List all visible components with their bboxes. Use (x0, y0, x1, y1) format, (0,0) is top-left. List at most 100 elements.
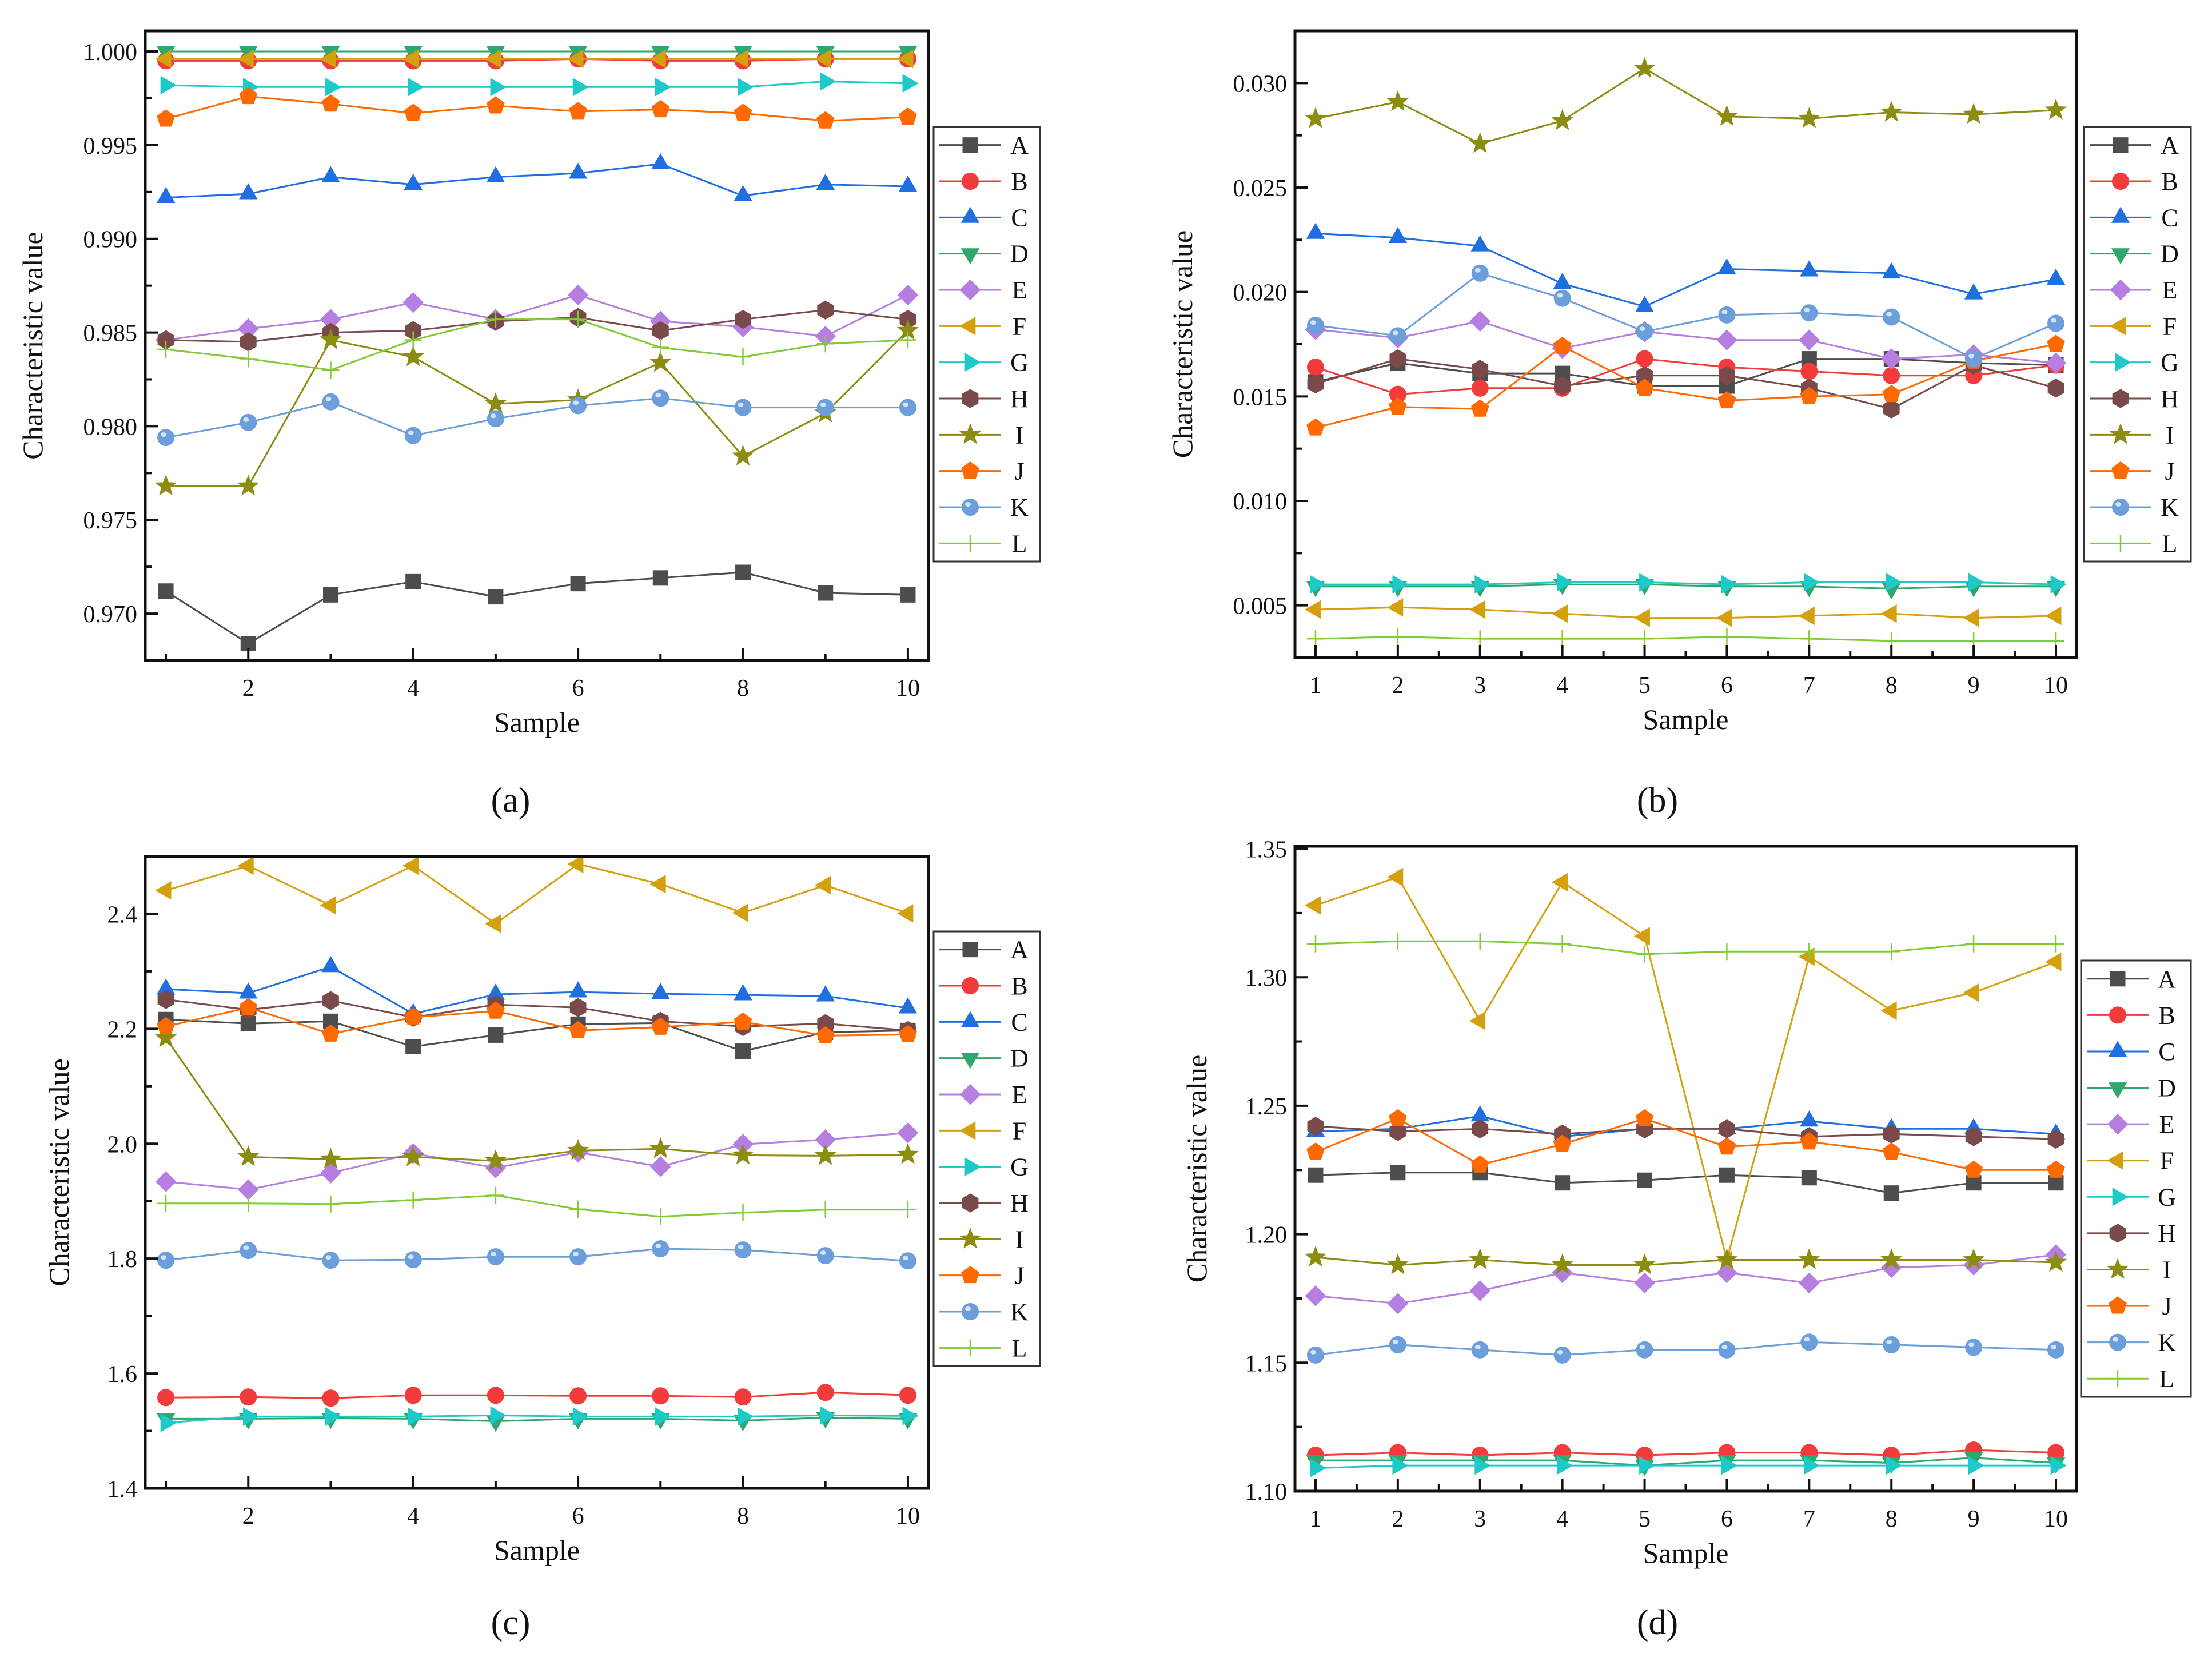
data-point-I (484, 1149, 507, 1170)
series-E (155, 1122, 919, 1200)
data-point-L (1471, 933, 1489, 950)
legend-item-B: B (2090, 168, 2178, 196)
legend-marker-L (2112, 535, 2129, 552)
y-tick-label: 0.975 (83, 508, 138, 534)
data-point-J (487, 1001, 505, 1019)
data-point-J (651, 99, 670, 118)
legend-item-J: J (939, 1262, 1025, 1290)
data-point-L (1800, 630, 1818, 648)
data-point-I (1962, 102, 1985, 124)
data-point-J (1717, 1137, 1736, 1155)
legend-box (2083, 126, 2192, 563)
legend-label: C (2158, 1038, 2175, 1066)
series-line-B (1315, 1449, 2056, 1456)
legend-label: B (1011, 972, 1027, 1000)
data-point-G (1886, 573, 1903, 592)
legend-marker-D (2108, 1082, 2127, 1099)
legend-label: K (2158, 1329, 2176, 1357)
legend-label: B (2161, 168, 2178, 196)
data-point-A (1801, 1170, 1817, 1186)
legend-marker-J (961, 461, 979, 479)
legend-marker-K (962, 499, 979, 516)
series-G (1310, 1456, 2067, 1477)
data-point-G (820, 72, 836, 91)
legend-item-E: E (2090, 276, 2177, 304)
data-point-G (1721, 575, 1738, 594)
x-tick-label: 2 (242, 1503, 254, 1529)
x-tick-label: 6 (572, 1503, 584, 1529)
data-point-C (1388, 226, 1408, 244)
panel-caption: (a) (491, 781, 531, 820)
panel-caption: (c) (491, 1603, 531, 1642)
legend-item-E: E (939, 1081, 1027, 1109)
data-point-H (1554, 376, 1571, 396)
series-line-C (166, 163, 908, 199)
series-line-I (166, 330, 908, 487)
x-tick-label: 2 (242, 675, 254, 702)
data-point-E (567, 284, 589, 306)
x-tick-label: 8 (1886, 1506, 1898, 1532)
legend-marker-B (962, 173, 979, 190)
data-point-G (1968, 573, 1984, 592)
x-axis-label: Sample (494, 1534, 580, 1566)
series-line-F (1315, 876, 2056, 1264)
data-point-I (649, 350, 672, 372)
legend-label: I (1015, 421, 1024, 449)
data-point-C (486, 166, 505, 182)
data-point-L (1800, 943, 1818, 961)
data-point-H (322, 991, 339, 1010)
series-C (156, 956, 918, 1019)
data-point-G (1639, 573, 1656, 592)
data-point-G (2050, 575, 2067, 594)
data-point-G (160, 75, 177, 95)
data-point-L (816, 1201, 834, 1218)
data-point-C (1470, 1105, 1489, 1122)
data-point-J (1470, 399, 1489, 417)
data-point-H (2047, 1129, 2064, 1149)
marker-highlight (1639, 326, 1645, 332)
data-point-L (1883, 943, 1900, 961)
panel-b: 1 2 3 4 5 6 7 8 9 10 0.005 0.010 0.015 0.020 0.025 0.03… (1166, 29, 2192, 820)
marker-highlight (2115, 502, 2121, 507)
data-point-I (2044, 1250, 2067, 1272)
legend-label: D (2161, 240, 2179, 268)
data-point-H (569, 998, 587, 1017)
legend-marker-E (959, 279, 981, 301)
marker-highlight (655, 1244, 661, 1249)
legend-marker-B (2109, 1006, 2126, 1024)
marker-highlight (1310, 320, 1316, 325)
data-point-L (1965, 935, 1983, 953)
y-tick-label: 0.985 (83, 321, 138, 347)
data-point-L (652, 1208, 669, 1225)
data-point-K (652, 389, 669, 407)
series-G (1310, 573, 2067, 594)
data-point-I (1469, 1248, 1491, 1269)
y-tick-label: 0.020 (1233, 280, 1288, 306)
data-point-L (1718, 943, 1736, 961)
data-point-I (2044, 98, 2067, 120)
data-point-J (2047, 334, 2065, 352)
legend-item-H: H (939, 385, 1029, 413)
x-tick-label: 10 (2044, 672, 2068, 699)
x-tick-label: 1 (1309, 1506, 1321, 1532)
plot-frame (1293, 29, 2078, 659)
legend-label: E (2159, 1110, 2175, 1138)
marker-highlight (325, 396, 332, 401)
data-point-K (2047, 1341, 2065, 1359)
y-tick-label: 1.35 (1245, 837, 1288, 863)
data-point-G (2050, 1456, 2067, 1475)
data-point-L (899, 1201, 916, 1218)
series-J (157, 86, 917, 129)
data-point-A (405, 573, 421, 589)
data-point-G (738, 1407, 754, 1426)
data-point-G (490, 1406, 507, 1425)
marker-highlight (243, 417, 249, 422)
x-tick-label: 7 (1803, 1506, 1815, 1532)
data-point-A (1966, 1175, 1982, 1191)
data-point-B (240, 1388, 257, 1406)
data-point-L (240, 1194, 257, 1212)
data-point-F (237, 856, 254, 875)
series-I (154, 319, 919, 496)
plot-frame (144, 855, 930, 1490)
